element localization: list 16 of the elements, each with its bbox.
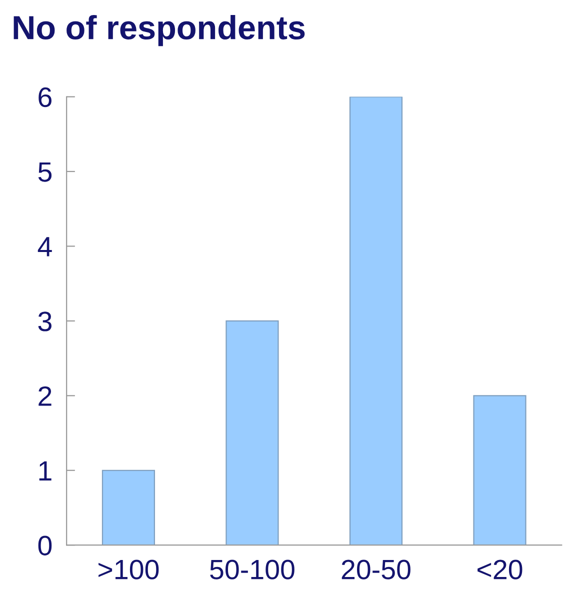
x-tick-label: >100: [98, 560, 159, 580]
y-tick-label: 2: [38, 386, 52, 406]
y-tick-label: 0: [38, 536, 52, 556]
bar: [473, 395, 526, 546]
x-tick-label: 20-50: [342, 560, 410, 580]
y-tick-label: 4: [38, 237, 52, 256]
y-tick-label: 3: [38, 312, 52, 332]
bar: [102, 470, 156, 546]
y-tick-label: 1: [39, 461, 52, 480]
bar: [226, 320, 279, 546]
x-tick-label: 50-100: [210, 560, 294, 580]
y-tick-label: 5: [38, 162, 52, 182]
y-tick-label: 6: [38, 87, 52, 108]
x-tick-label: <20: [478, 560, 522, 580]
bar: [349, 96, 403, 546]
chart-title: No of respondents: [14, 15, 305, 46]
